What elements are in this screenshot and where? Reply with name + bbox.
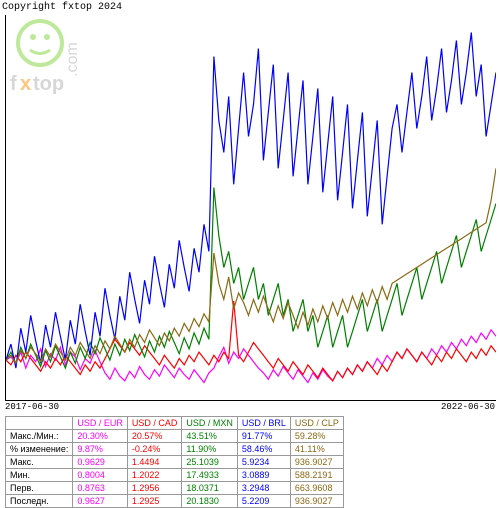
table-cell: 1.2925 xyxy=(127,495,182,508)
series-line xyxy=(6,188,496,369)
stats-table: USD / EURUSD / CADUSD / MXNUSD / BRLUSD … xyxy=(5,416,344,508)
table-col-header: USD / CAD xyxy=(127,417,182,430)
series-line xyxy=(6,33,496,369)
table-cell: 5.9234 xyxy=(237,456,290,469)
table-cell: 0.9629 xyxy=(73,456,128,469)
table-cell: 91.77% xyxy=(237,430,290,443)
table-cell: 5.2209 xyxy=(237,495,290,508)
table-cell: 59.28% xyxy=(290,430,343,443)
table-cell: -0.24% xyxy=(127,443,182,456)
table-cell: 663.9608 xyxy=(290,482,343,495)
table-cell: 3.2948 xyxy=(237,482,290,495)
table-row-header: % изменение: xyxy=(6,443,73,456)
table-cell: 1.4494 xyxy=(127,456,182,469)
x-axis-start: 2017-06-30 xyxy=(5,402,59,412)
copyright-text: Copyright fxtop 2024 xyxy=(2,2,122,13)
table-row-header: Мин. xyxy=(6,469,73,482)
table-cell: 1.2956 xyxy=(127,482,182,495)
table-cell: 11.90% xyxy=(182,443,238,456)
series-line xyxy=(6,168,496,363)
table-row-header: Перв. xyxy=(6,482,73,495)
chart-plot-area xyxy=(5,15,496,401)
table-cell: 0.9627 xyxy=(73,495,128,508)
table-cell: 9.87% xyxy=(73,443,128,456)
table-cell: 17.4933 xyxy=(182,469,238,482)
table-row-header: Макс. xyxy=(6,456,73,469)
table-cell: 43.51% xyxy=(182,430,238,443)
table-cell: 936.9027 xyxy=(290,495,343,508)
table-col-header: USD / EUR xyxy=(73,417,128,430)
table-cell: 20.30% xyxy=(73,430,128,443)
table-cell: 0.8763 xyxy=(73,482,128,495)
table-col-header: USD / CLP xyxy=(290,417,343,430)
table-cell: 25.1039 xyxy=(182,456,238,469)
table-row-header: Последн. xyxy=(6,495,73,508)
table-cell: 588.2191 xyxy=(290,469,343,482)
table-col-header: USD / BRL xyxy=(237,417,290,430)
table-col-header: USD / MXN xyxy=(182,417,238,430)
table-row-header: Макс./Мин.: xyxy=(6,430,73,443)
table-cell: 18.0371 xyxy=(182,482,238,495)
line-chart xyxy=(6,15,496,400)
table-cell: 58.46% xyxy=(237,443,290,456)
x-axis-end: 2022-06-30 xyxy=(441,402,495,412)
series-line xyxy=(6,330,496,383)
table-cell: 41.11% xyxy=(290,443,343,456)
table-cell: 1.2022 xyxy=(127,469,182,482)
table-cell: 20.1830 xyxy=(182,495,238,508)
table-cell: 3.0889 xyxy=(237,469,290,482)
table-cell: 20.57% xyxy=(127,430,182,443)
table-cell: 0.8004 xyxy=(73,469,128,482)
table-corner xyxy=(6,417,73,430)
table-cell: 936.9027 xyxy=(290,456,343,469)
